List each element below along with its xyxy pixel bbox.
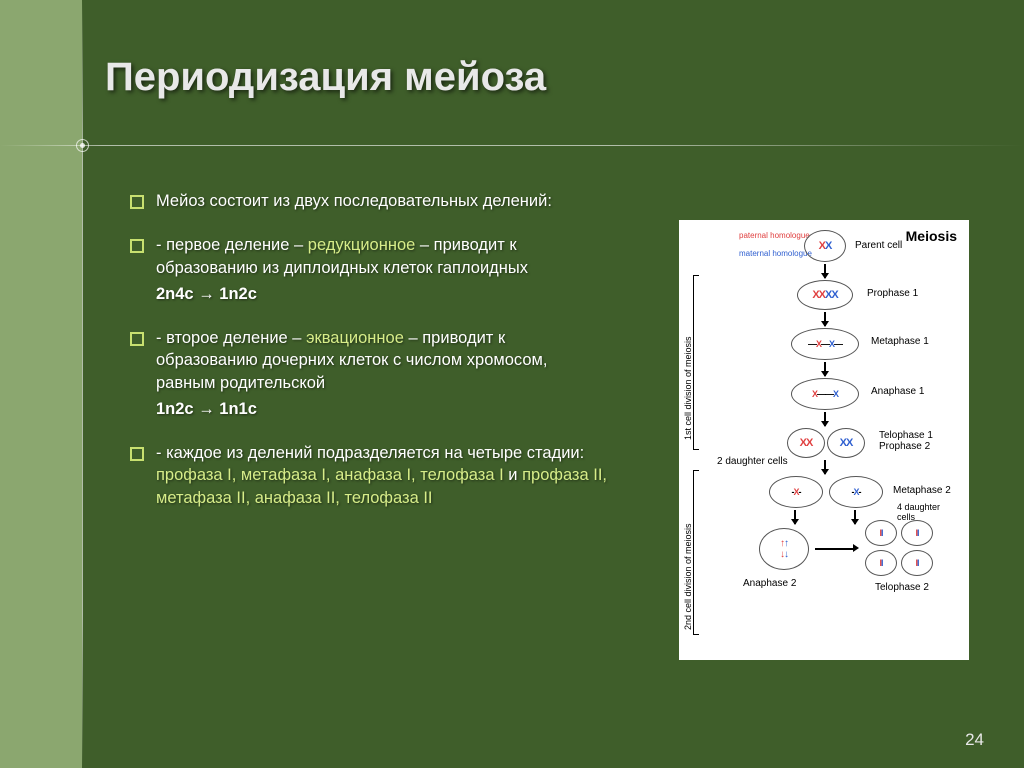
decor-vertical-line [82, 0, 83, 768]
arrow [824, 412, 826, 426]
arrow-h [815, 548, 855, 550]
bullet-highlight: редукционное [308, 236, 416, 254]
telophase1-cell-left: XX [787, 428, 825, 458]
metaphase1-label: Metaphase 1 [871, 336, 929, 347]
metaphase2-cell-left: -X- [769, 476, 823, 508]
metaphase2-cell-right: -X- [829, 476, 883, 508]
anaphase1-cell: X——X [791, 378, 859, 410]
decor-cross-dot [76, 139, 89, 152]
telophase2-cell: II [865, 550, 897, 576]
bracket-division1 [693, 275, 699, 450]
bullet-formula: 2n4c → 1n2c [156, 283, 610, 305]
prophase1-label: Prophase 1 [867, 288, 918, 299]
bullet-list: Мейоз состоит из двух последовательных д… [130, 190, 610, 531]
arrow-h-head [853, 544, 859, 552]
arrow [794, 510, 796, 524]
parent-cell: XX [804, 230, 846, 262]
decor-horizontal-line [0, 145, 1024, 146]
bracket-division2 [693, 470, 699, 635]
parent-label: Parent cell [855, 240, 902, 251]
bullet-text: - каждое из делений подразделяется на че… [156, 444, 584, 462]
daughter2-label: 2 daughter cells [717, 456, 788, 467]
telophase2-cell: II [901, 520, 933, 546]
bullet-formula: 1n2c → 1n1c [156, 398, 610, 420]
arrow [824, 264, 826, 278]
daughter4-label: 4 daughter cells [897, 502, 940, 522]
telophase2-cell: II [901, 550, 933, 576]
metaphase2-label: Metaphase 2 [893, 485, 951, 496]
slide-title: Периодизация мейоза [105, 55, 546, 100]
legend-maternal: maternal homologue [739, 250, 812, 259]
telophase1-cell-right: XX [827, 428, 865, 458]
arrow [854, 510, 856, 524]
bullet-item: Мейоз состоит из двух последовательных д… [130, 190, 610, 212]
bullet-text2: и [504, 466, 522, 484]
meiosis-diagram: Meiosis paternal homologue maternal homo… [679, 220, 969, 660]
metaphase1-cell: —X—X— [791, 328, 859, 360]
bullet-highlight: профаза I, метафаза I, анафаза I, телофа… [156, 466, 504, 484]
anaphase2-label: Anaphase 2 [743, 578, 796, 589]
telophase1-label: Telophase 1 Prophase 2 [879, 430, 933, 452]
arrow [824, 460, 826, 474]
page-number: 24 [965, 730, 984, 750]
bullet-item: - второе деление – эквационное – приводи… [130, 327, 610, 420]
arrow [824, 362, 826, 376]
bullet-text: - первое деление – [156, 236, 308, 254]
anaphase2-cell-left: ↑↑↓↓ [759, 528, 809, 570]
bullet-item: - каждое из делений подразделяется на че… [130, 442, 610, 509]
bracket2-label: 2nd cell division of meiosis [683, 523, 693, 630]
telophase2-label: Telophase 2 [875, 582, 929, 593]
prophase1-cell: XXXX [797, 280, 853, 310]
slide: Периодизация мейоза Мейоз состоит из дву… [0, 0, 1024, 768]
bullet-highlight: эквационное [306, 329, 404, 347]
arrow [824, 312, 826, 326]
diagram-title: Meiosis [906, 228, 957, 244]
bullet-text: - второе деление – [156, 329, 306, 347]
bracket1-label: 1st cell division of meiosis [683, 336, 693, 440]
bullet-text: Мейоз состоит из двух последовательных д… [156, 192, 552, 210]
anaphase1-label: Anaphase 1 [871, 386, 924, 397]
telophase2-cell: II [865, 520, 897, 546]
legend-paternal: paternal homologue [739, 232, 810, 241]
bullet-item: - первое деление – редукционное – привод… [130, 234, 610, 305]
